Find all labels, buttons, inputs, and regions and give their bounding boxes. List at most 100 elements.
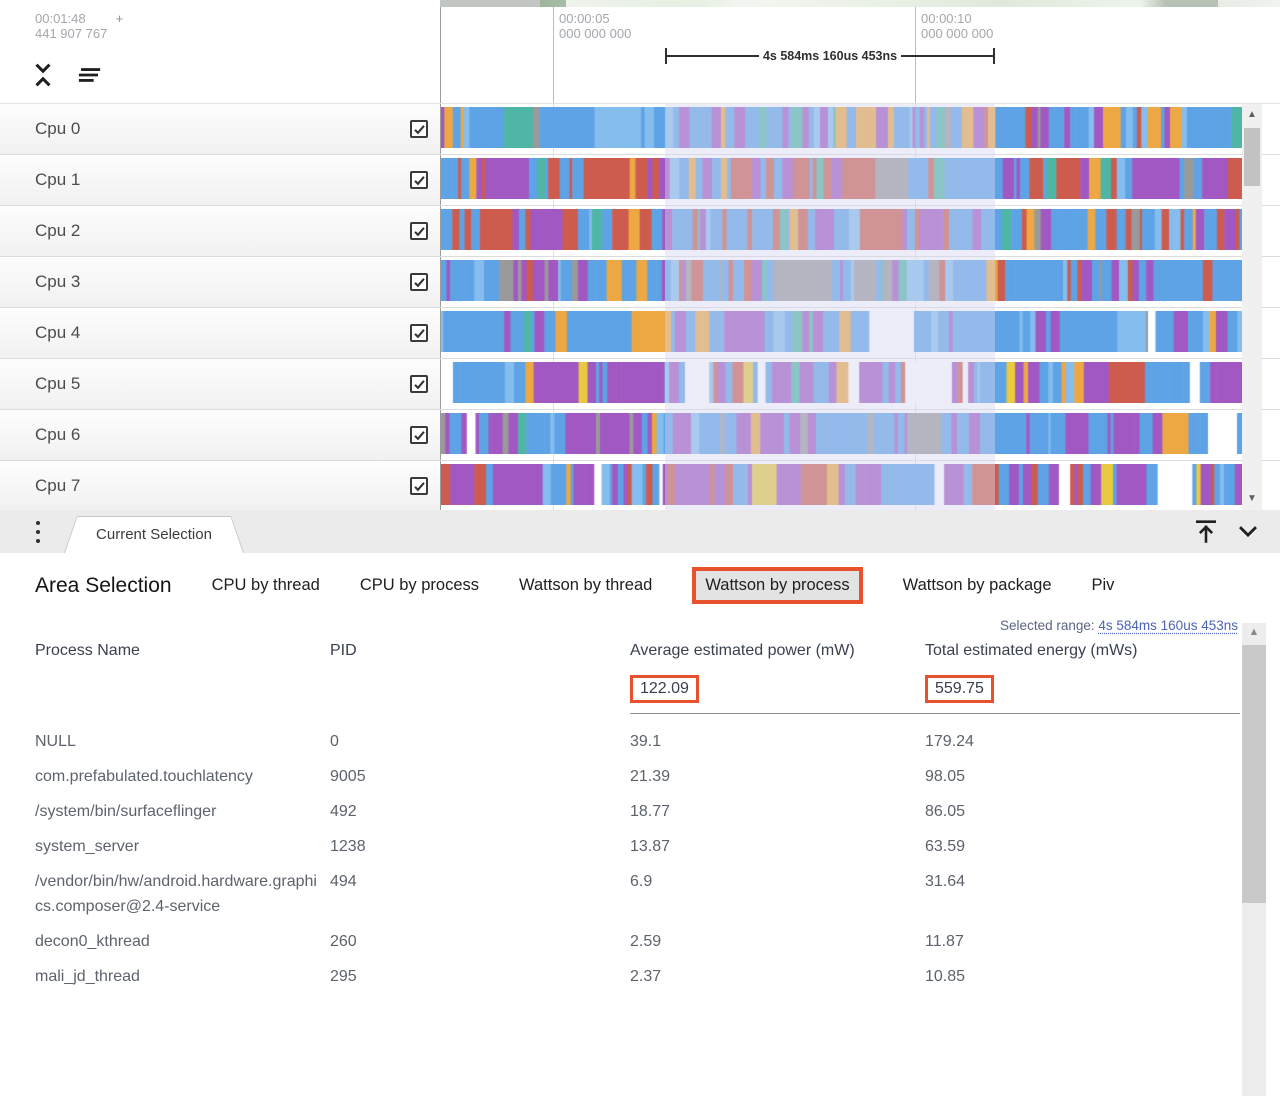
cell-pid: 494 [330, 873, 357, 890]
track-row[interactable]: Cpu 0 [0, 104, 1280, 155]
track-row[interactable]: Cpu 5 [0, 359, 1280, 410]
cell-pid: 9005 [330, 768, 366, 785]
tab-cpu-by-process[interactable]: CPU by process [359, 576, 480, 594]
tick-label: 00:00:10 000 000 000 [921, 11, 994, 41]
scrollbar-thumb[interactable] [1244, 128, 1260, 186]
tick-line [553, 7, 554, 103]
track-title: Cpu 6 [35, 425, 81, 444]
selected-range-label: Selected range: [1000, 618, 1095, 633]
panel-controls [1192, 517, 1262, 545]
tracks-vertical-scrollbar[interactable]: ▲ ▼ [1242, 104, 1262, 510]
trace-minimap[interactable] [440, 0, 1280, 7]
track-checkbox[interactable] [410, 477, 428, 495]
column-header-total-energy[interactable]: Total estimated energy (mWs) [925, 642, 1138, 659]
cell-avg-power: 39.1 [630, 733, 662, 750]
table-row: com.prefabulated.touchlatency 9005 21.39 98… [35, 759, 1240, 794]
unfold-less-icon[interactable] [30, 62, 56, 88]
tab-current-selection[interactable]: Current Selection [64, 516, 244, 553]
track-row[interactable]: Cpu 4 [0, 308, 1280, 359]
track-row[interactable]: Cpu 7 [0, 461, 1280, 510]
table-row: NULL 0 39.1 179.24 [35, 724, 1240, 759]
cell-total-energy: 11.87 [925, 933, 964, 950]
track-title: Cpu 0 [35, 119, 81, 138]
tab-wattson-by-thread[interactable]: Wattson by thread [519, 576, 653, 594]
cell-avg-power: 6.9 [630, 873, 653, 890]
tab-current-selection-label: Current Selection [65, 517, 243, 553]
track-title: Cpu 1 [35, 170, 81, 189]
track-timeline[interactable] [441, 311, 1243, 352]
track-timeline[interactable] [441, 209, 1243, 250]
track-name-cell[interactable]: Cpu 4 [0, 308, 441, 358]
track-row[interactable]: Cpu 3 [0, 257, 1280, 308]
selected-range: Selected range: 4s 584ms 160us 453ns [35, 612, 1240, 637]
track-timeline[interactable] [441, 260, 1243, 301]
tab-wattson-by-package[interactable]: Wattson by package [902, 576, 1052, 594]
scroll-up-arrow[interactable]: ▲ [1248, 626, 1260, 638]
track-row[interactable]: Cpu 1 [0, 155, 1280, 206]
kebab-menu-icon[interactable] [36, 521, 42, 543]
cell-total-energy: 31.64 [925, 873, 966, 890]
total-energy-highlighted: 559.75 [925, 675, 994, 703]
tab-piv[interactable]: Piv [1091, 576, 1115, 594]
table-row: /system/bin/surfaceflinger 492 18.77 86.05 [35, 794, 1240, 829]
scrollbar-thumb[interactable] [1242, 645, 1266, 903]
cell-total-energy: 179.24 [925, 733, 974, 750]
track-checkbox[interactable] [410, 375, 428, 393]
track-title: Cpu 5 [35, 374, 81, 393]
scroll-down-arrow[interactable]: ▼ [1247, 493, 1257, 504]
cell-process-name: mali_jd_thread [35, 968, 140, 985]
track-row[interactable]: Cpu 2 [0, 206, 1280, 257]
panel-vertical-scrollbar[interactable]: ▲ [1242, 623, 1266, 1096]
cell-avg-power: 2.59 [630, 933, 662, 950]
selection-tabs: Area Selection CPU by thread CPU by proce… [0, 553, 1280, 612]
tab-cpu-by-thread[interactable]: CPU by thread [211, 576, 320, 594]
track-name-cell[interactable]: Cpu 2 [0, 206, 441, 256]
tab-wattson-by-process[interactable]: Wattson by process [692, 567, 863, 604]
track-timeline[interactable] [441, 107, 1243, 148]
column-header-process-name[interactable]: Process Name [35, 642, 140, 659]
range-marker-line [901, 55, 994, 57]
cell-total-energy: 86.05 [925, 803, 966, 820]
cell-process-name: system_server [35, 838, 140, 855]
table-header: Process Name PID Average estimated power… [35, 639, 1240, 663]
track-name-cell[interactable]: Cpu 3 [0, 257, 441, 307]
track-name-cell[interactable]: Cpu 7 [0, 461, 441, 510]
track-name-cell[interactable]: Cpu 1 [0, 155, 441, 205]
selection-range-marker: 4s 584ms 160us 453ns [665, 48, 996, 64]
cell-pid: 260 [330, 933, 357, 950]
track-checkbox[interactable] [410, 222, 428, 240]
area-selection-panel: Area Selection CPU by thread CPU by proce… [0, 553, 1280, 1116]
tick-label: 00:00:05 000 000 000 [559, 11, 632, 41]
detail-panel-tab-bar: Current Selection [0, 510, 1280, 553]
clear-all-icon[interactable] [76, 62, 102, 88]
track-checkbox[interactable] [410, 171, 428, 189]
track-name-cell[interactable]: Cpu 5 [0, 359, 441, 409]
table-row: system_server 1238 13.87 63.59 [35, 829, 1240, 864]
track-timeline[interactable] [441, 158, 1243, 199]
chevron-down-icon[interactable] [1234, 517, 1262, 545]
viewport-time-plus: + [115, 11, 124, 26]
timeline-header: 00:01:48 + 441 907 767 00:00:05 000 000 0… [0, 0, 1280, 103]
selected-range-value[interactable]: 4s 584ms 160us 453ns [1098, 618, 1238, 633]
track-checkbox[interactable] [410, 324, 428, 342]
track-timeline[interactable] [441, 464, 1243, 505]
scroll-up-arrow[interactable]: ▲ [1247, 109, 1257, 120]
track-checkbox[interactable] [410, 120, 428, 138]
track-checkbox[interactable] [410, 426, 428, 444]
track-checkbox[interactable] [410, 273, 428, 291]
viewport-time-ns: 441 907 767 [35, 26, 108, 41]
totals-row: 122.09 559.75 [35, 675, 1240, 714]
vertical-align-top-icon[interactable] [1192, 517, 1220, 545]
total-avg-power-highlighted: 122.09 [630, 675, 699, 703]
column-header-pid[interactable]: PID [330, 642, 357, 659]
range-marker-right-tick [993, 48, 996, 64]
track-title: Cpu 2 [35, 221, 81, 240]
cell-avg-power: 18.77 [630, 803, 671, 820]
cell-avg-power: 21.39 [630, 768, 671, 785]
track-timeline[interactable] [441, 362, 1243, 403]
track-timeline[interactable] [441, 413, 1243, 454]
column-header-avg-power[interactable]: Average estimated power (mW) [630, 642, 855, 659]
track-name-cell[interactable]: Cpu 6 [0, 410, 441, 460]
track-name-cell[interactable]: Cpu 0 [0, 104, 441, 154]
track-row[interactable]: Cpu 6 [0, 410, 1280, 461]
